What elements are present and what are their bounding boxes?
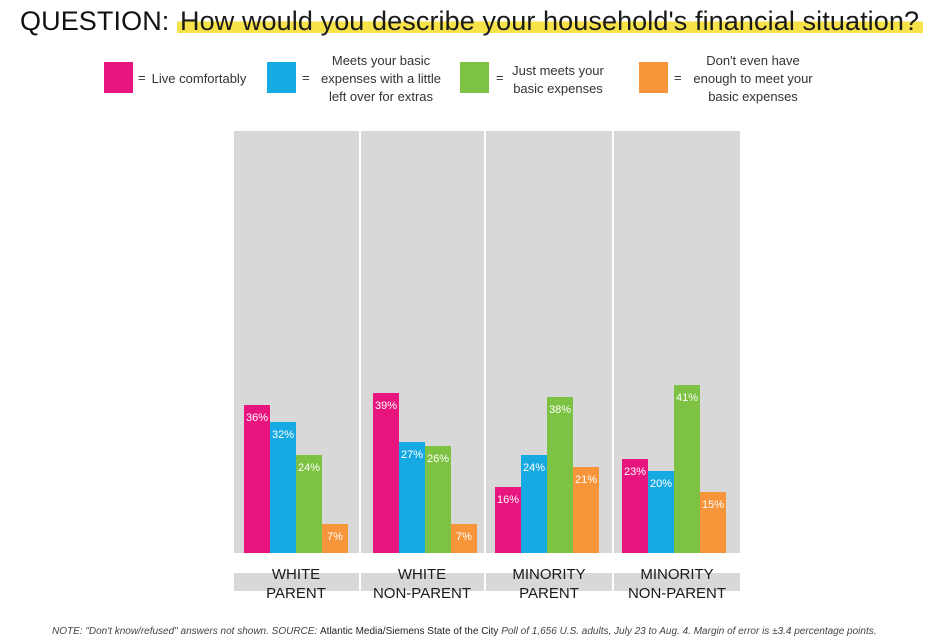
bar-value-label: 21% xyxy=(574,474,598,486)
legend-label-live-comfortably: Live comfortably xyxy=(151,71,247,86)
bar-minority-parent-just-meets xyxy=(547,397,573,553)
group-divider xyxy=(612,131,614,553)
bar-value-label: 7% xyxy=(327,531,343,543)
question-prefix: QUESTION: xyxy=(20,6,170,36)
footnote-details: Poll of 1,656 U.S. adults, July 23 to Au… xyxy=(498,626,877,637)
category-label-minority-parent: MINORITY PARENT xyxy=(512,566,586,602)
category-label-minority-non-parent: MINORITY NON-PARENT xyxy=(627,566,727,602)
bar-white-non-parent-just-meets xyxy=(425,446,451,553)
bar-minority-non-parent-live-comfortably xyxy=(622,459,648,553)
bar-white-non-parent-meets-with-extras xyxy=(399,442,425,553)
bar-white-non-parent-live-comfortably xyxy=(373,393,399,553)
bar-value-label: 38% xyxy=(548,404,572,416)
group-divider xyxy=(359,131,361,553)
bar-value-label: 20% xyxy=(649,478,673,490)
bar-value-label: 41% xyxy=(675,392,699,404)
label-band-divider xyxy=(484,573,486,591)
legend-label-meets-with-extras: Meets your basic expenses with a little … xyxy=(321,53,441,104)
bar-value-label: 7% xyxy=(456,531,472,543)
legend-swatch-live-comfortably xyxy=(104,62,133,93)
bar-value-label: 16% xyxy=(496,494,520,506)
bar-white-non-parent-not-enough xyxy=(451,524,477,553)
bar-value-label: 36% xyxy=(245,412,269,424)
bar-white-parent-not-enough xyxy=(322,524,348,553)
bar-value-label: 26% xyxy=(426,453,450,465)
bar-value-label: 24% xyxy=(522,462,546,474)
legend-label-not-enough: Don't even have enough to meet your basi… xyxy=(693,53,813,104)
bar-minority-non-parent-not-enough xyxy=(700,492,726,553)
label-band-divider xyxy=(612,573,614,591)
legend-equals: = xyxy=(138,70,146,85)
bar-value-label: 39% xyxy=(374,400,398,412)
category-label-white-parent: WHITE PARENT xyxy=(266,566,326,602)
bar-value-label: 23% xyxy=(623,466,647,478)
bar-white-parent-just-meets xyxy=(296,455,322,553)
legend-equals: = xyxy=(302,70,310,85)
bar-value-label: 24% xyxy=(297,462,321,474)
category-label-white-non-parent: WHITE NON-PARENT xyxy=(372,566,472,602)
chart-title: QUESTION: How would you describe your ho… xyxy=(20,6,924,37)
legend-label-just-meets: Just meets your basic expenses xyxy=(512,63,604,96)
bar-minority-parent-meets-with-extras xyxy=(521,455,547,553)
legend-equals: = xyxy=(674,70,682,85)
group-divider xyxy=(484,131,486,553)
bar-minority-parent-live-comfortably xyxy=(495,487,521,553)
bar-white-parent-live-comfortably xyxy=(244,405,270,553)
legend-equals: = xyxy=(496,70,504,85)
footnote: NOTE: "Don't know/refused" answers not s… xyxy=(52,626,877,637)
bar-value-label: 27% xyxy=(400,449,424,461)
bar-minority-non-parent-meets-with-extras xyxy=(648,471,674,553)
bar-white-parent-meets-with-extras xyxy=(270,422,296,553)
bar-value-label: 32% xyxy=(271,429,295,441)
legend-swatch-meets-with-extras xyxy=(267,62,296,93)
question-text: How would you describe your household's … xyxy=(177,6,924,36)
legend-swatch-just-meets xyxy=(460,62,489,93)
legend-swatch-not-enough xyxy=(639,62,668,93)
bar-value-label: 15% xyxy=(701,499,725,511)
footnote-source: Atlantic Media/Siemens State of the City xyxy=(320,626,499,637)
label-band-divider xyxy=(359,573,361,591)
footnote-note: NOTE: "Don't know/refused" answers not s… xyxy=(52,626,320,637)
bar-minority-parent-not-enough xyxy=(573,467,599,553)
bar-minority-non-parent-just-meets xyxy=(674,385,700,553)
